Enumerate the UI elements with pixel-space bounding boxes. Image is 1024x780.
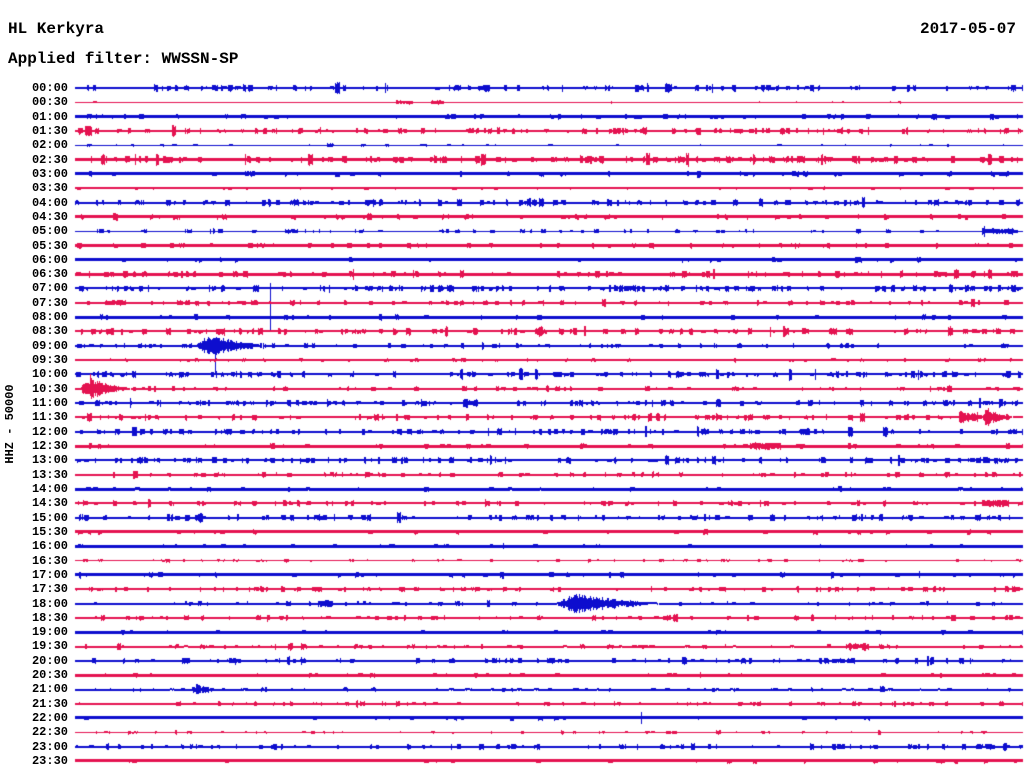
helicorder-page: HL Kerkyra Applied filter: WWSSN-SP 2017… [0,0,1024,780]
helicorder-canvas [0,0,1024,780]
